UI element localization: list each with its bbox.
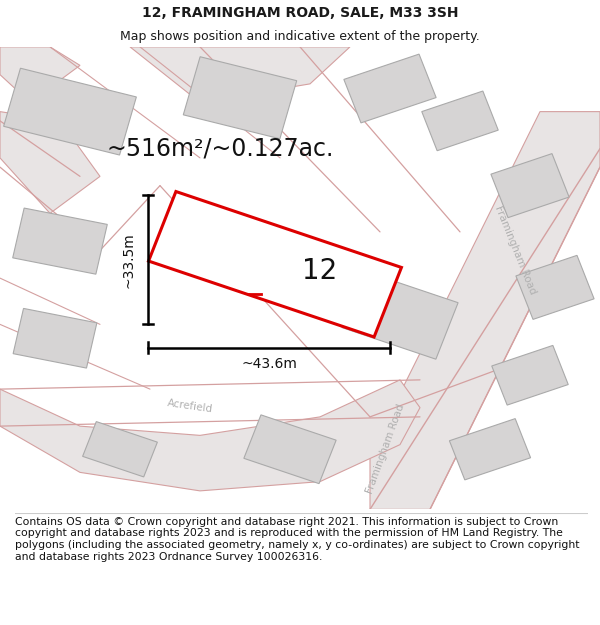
Text: Framingham Road: Framingham Road — [364, 403, 406, 496]
Polygon shape — [0, 112, 100, 213]
Polygon shape — [344, 54, 436, 123]
Text: ~43.6m: ~43.6m — [241, 357, 297, 371]
Polygon shape — [492, 346, 568, 405]
Polygon shape — [130, 47, 350, 102]
Text: Map shows position and indicative extent of the property.: Map shows position and indicative extent… — [120, 30, 480, 43]
Text: 12: 12 — [302, 257, 338, 285]
Text: ~516m²/~0.127ac.: ~516m²/~0.127ac. — [106, 137, 334, 161]
Polygon shape — [516, 256, 594, 319]
Text: Acrefield: Acrefield — [167, 398, 214, 414]
Polygon shape — [342, 271, 458, 359]
Polygon shape — [13, 208, 107, 274]
Polygon shape — [422, 91, 498, 151]
Polygon shape — [449, 419, 530, 480]
Polygon shape — [0, 47, 80, 102]
Polygon shape — [491, 154, 569, 218]
Polygon shape — [183, 57, 297, 139]
Polygon shape — [0, 380, 420, 491]
Polygon shape — [244, 415, 336, 484]
Text: 12, FRAMINGHAM ROAD, SALE, M33 3SH: 12, FRAMINGHAM ROAD, SALE, M33 3SH — [142, 6, 458, 20]
Polygon shape — [4, 68, 136, 155]
Polygon shape — [149, 191, 401, 337]
Polygon shape — [83, 422, 157, 477]
Text: ~33.5m: ~33.5m — [122, 232, 136, 288]
Text: Framingham Road: Framingham Road — [493, 204, 538, 296]
Text: Contains OS data © Crown copyright and database right 2021. This information is : Contains OS data © Crown copyright and d… — [15, 517, 580, 562]
Polygon shape — [13, 308, 97, 368]
Polygon shape — [370, 112, 600, 509]
